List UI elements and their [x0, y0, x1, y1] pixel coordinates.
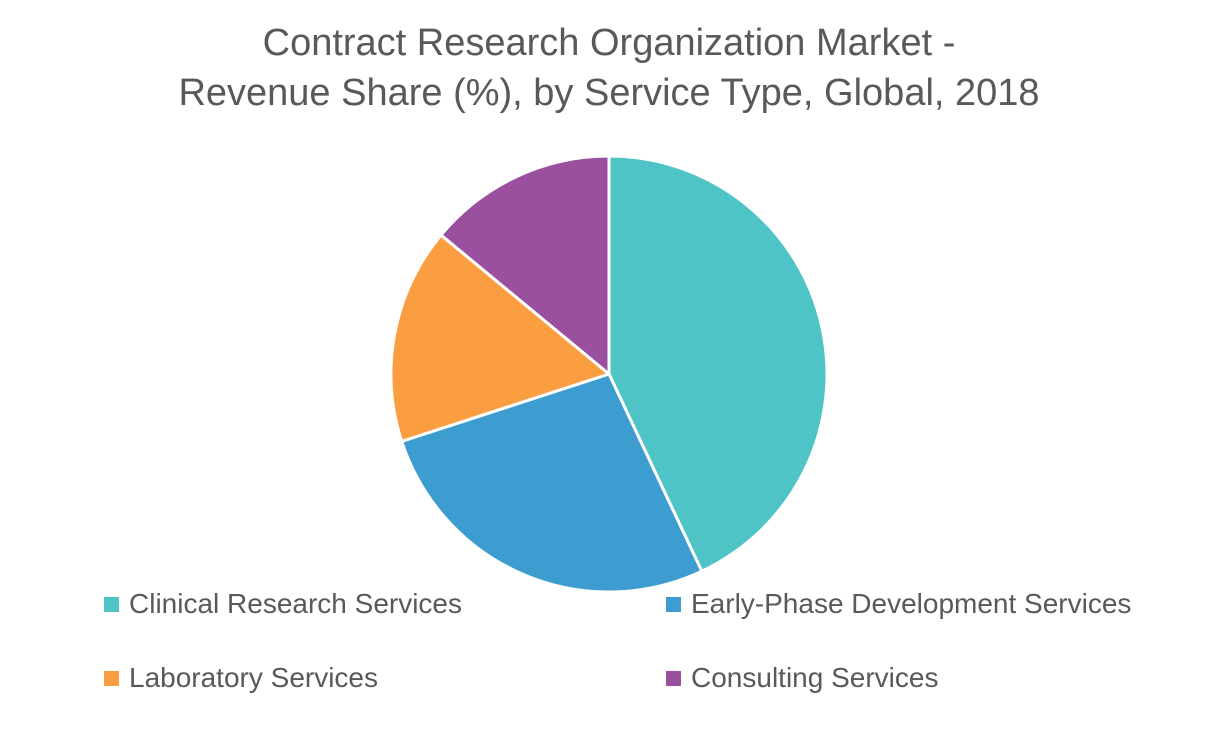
legend-swatch-consulting [666, 670, 681, 686]
chart-title: Contract Research Organization Market - … [0, 18, 1218, 118]
legend-item-early-phase: Early-Phase Development Services [666, 588, 1131, 620]
legend-label-consulting: Consulting Services [691, 662, 939, 693]
pie-slice-clinical-research [607, 154, 829, 573]
legend-item-laboratory: Laboratory Services [104, 662, 378, 694]
legend-item-consulting: Consulting Services [666, 662, 938, 694]
pie-slice-consulting [439, 154, 611, 376]
pie-slice-early-phase [400, 372, 704, 594]
legend-swatch-clinical-research [104, 596, 119, 612]
legend-label-laboratory: Laboratory Services [129, 662, 379, 693]
pie-slices [389, 154, 829, 594]
legend-swatch-early-phase [666, 596, 681, 612]
legend-swatch-laboratory [104, 670, 119, 686]
chart-title-line-2: Revenue Share (%), by Service Type, Glob… [178, 72, 1040, 114]
legend-item-clinical-research: Clinical Research Services [104, 588, 462, 620]
pie-slice-laboratory [389, 233, 611, 443]
legend-label-clinical-research: Clinical Research Services [129, 588, 463, 619]
chart-title-line-1: Contract Research Organization Market - [262, 22, 956, 64]
legend-label-early-phase: Early-Phase Development Services [691, 588, 1132, 619]
